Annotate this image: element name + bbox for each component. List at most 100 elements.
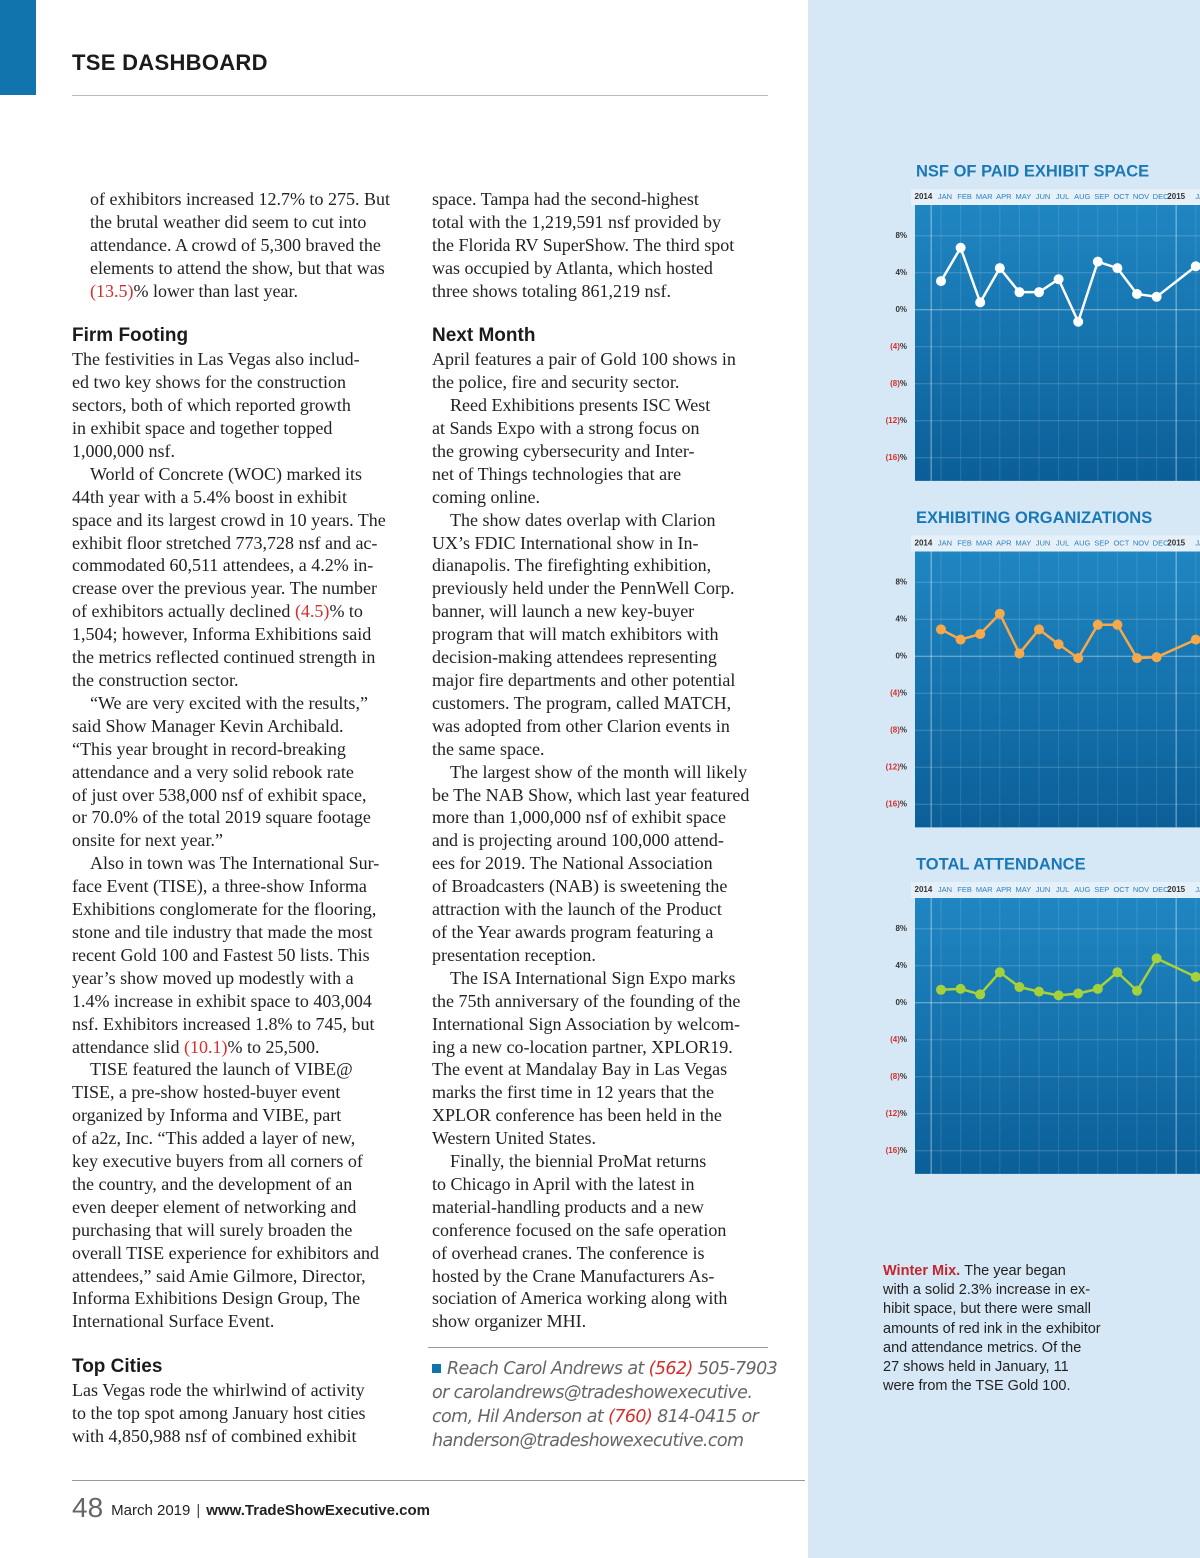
text-line: the police, fire and security sector. xyxy=(432,372,680,393)
x-tick-label: DEC xyxy=(1153,538,1169,547)
bullet xyxy=(432,1364,441,1373)
contact: Reach Carol Andrews at (562) 505-7903 or … xyxy=(432,1357,778,1453)
text-line: World of Concrete (WOC) marked its xyxy=(90,463,362,484)
text-line: Finally, the biennial ProMat returns xyxy=(450,1151,707,1172)
text-line: was adopted from other Clarion events in xyxy=(432,715,730,736)
text-line: coming online. xyxy=(432,486,540,507)
website: www.TradeShowExecutive.com xyxy=(206,1502,430,1519)
data-point xyxy=(1073,988,1084,999)
section-heading: Top Cities xyxy=(72,1356,163,1378)
data-point xyxy=(975,989,986,1000)
text-line: The largest show of the month will likel… xyxy=(450,761,748,782)
x-tick-label: AUG xyxy=(1074,885,1090,894)
text-line: decision-making attendees representing xyxy=(432,647,717,668)
text-line: said Show Manager Kevin Archibald. xyxy=(72,715,344,736)
text-line: the growing cybersecurity and Inter- xyxy=(432,440,695,461)
footer: 48 March 2019 | www.TradeShowExecutive.com xyxy=(72,1492,430,1524)
text-line: TISE, a pre-show hosted-buyer event xyxy=(72,1082,341,1103)
text-line: elements to attend the show, but that wa… xyxy=(90,257,385,278)
text-line: the same space. xyxy=(432,738,545,759)
text-line: space. Tampa had the second-highest xyxy=(432,189,699,209)
x-tick-label: JUL xyxy=(1056,192,1069,201)
text-line: or 70.0% of the total 2019 square footag… xyxy=(72,807,371,828)
text-line: of the Year awards program featuring a xyxy=(432,921,714,942)
issue-date: March 2019 xyxy=(111,1502,191,1519)
caption-text: hibit space, but there were small xyxy=(883,1301,1091,1318)
text-line: crease over the previous year. The numbe… xyxy=(72,578,378,599)
text-line: sectors, both of which reported growth xyxy=(72,395,351,416)
page-number: 48 xyxy=(72,1492,104,1523)
text-line: 1.4% increase in exhibit space to 403,00… xyxy=(72,990,372,1011)
right-column: space. Tampa had the second-highest total… xyxy=(432,188,777,1333)
data-point xyxy=(1034,287,1044,298)
text-line: “We are very excited with the results,” xyxy=(90,692,368,713)
caption-lead: Winter Mix. xyxy=(883,1263,961,1279)
text-line: be The NAB Show, which last year feature… xyxy=(432,784,750,805)
section-heading: Next Month xyxy=(432,325,536,347)
text-line: show organizer MHI. xyxy=(432,1311,587,1332)
x-tick-label: JUL xyxy=(1056,538,1069,547)
text-line: Western United States. xyxy=(432,1128,597,1149)
data-point xyxy=(1151,953,1162,964)
x-tick-label: AUG xyxy=(1074,192,1090,201)
text-line: in exhibit space and together topped xyxy=(72,418,333,439)
text-line: International Sign Association by welcom… xyxy=(432,1013,740,1034)
data-point xyxy=(1092,983,1103,994)
data-point xyxy=(1014,982,1025,993)
caption-line: and attendance metrics. Of the xyxy=(883,1339,1101,1358)
caption-text: were from the TSE Gold 100. xyxy=(883,1378,1071,1395)
text-line: Las Vegas rode the whirlwind of activity xyxy=(72,1380,365,1401)
x-tick-label: APR xyxy=(996,885,1012,894)
text-line: the 75th anniversary of the founding of … xyxy=(432,990,741,1011)
text-line: Exhibitions conglomerate for the floorin… xyxy=(72,899,377,920)
x-tick-label: SEP xyxy=(1094,885,1109,894)
text-line: of overhead cranes. The conference is xyxy=(432,1242,705,1263)
text-line: to Chicago in April with the latest in xyxy=(432,1173,695,1194)
text-line: sociation of America working along with xyxy=(432,1288,728,1309)
text-line: Reed Exhibitions presents ISC West xyxy=(450,395,711,416)
data-point xyxy=(1053,990,1064,1001)
text-line: purchasing that will surely broaden the xyxy=(72,1219,353,1240)
x-tick-label: JA xyxy=(1195,538,1200,547)
year-label: 2015 xyxy=(1167,192,1185,201)
x-tick-label: OCT xyxy=(1113,885,1129,894)
text-line: ed two key shows for the construction xyxy=(72,372,346,393)
data-point xyxy=(1053,274,1064,285)
data-point xyxy=(1112,619,1123,630)
x-tick-label: APR xyxy=(996,192,1012,201)
y-tick-label: (12)% xyxy=(886,762,907,771)
text-line: at Sands Expo with a strong focus on xyxy=(432,418,700,439)
text-line: commodated 60,511 attendees, a 4.2% in- xyxy=(72,555,374,576)
data-point xyxy=(936,624,946,635)
caption-line: 27 shows held in January, 11 xyxy=(883,1358,1101,1377)
x-tick-label: OCT xyxy=(1113,192,1129,201)
text-line: attendance and a very solid rebook rate xyxy=(72,761,354,782)
plot-area xyxy=(915,898,1200,1174)
y-tick-label: (12)% xyxy=(886,416,907,425)
x-tick-label: MAY xyxy=(1016,538,1032,547)
data-point xyxy=(1073,316,1084,327)
text-line: net of Things technologies that are xyxy=(432,463,682,484)
text-line: year’s show moved up modestly with a xyxy=(72,967,354,988)
caption-text: amounts of red ink in the exhibitor xyxy=(883,1320,1101,1337)
data-point xyxy=(1132,653,1142,664)
text-line: recent Gold 100 and Fastest 50 lists. Th… xyxy=(72,944,370,965)
text-line: April features a pair of Gold 100 shows … xyxy=(432,349,736,370)
chart-title: TOTAL ATTENDANCE xyxy=(916,855,1086,873)
contact-rule xyxy=(428,1347,768,1348)
footer-rule xyxy=(72,1480,805,1481)
year-label: 2014 xyxy=(915,885,933,894)
text-line: The show dates overlap with Clarion xyxy=(450,509,716,530)
text-line: hosted by the Crane Manufacturers As- xyxy=(432,1265,715,1286)
caption-line: amounts of red ink in the exhibitor xyxy=(883,1320,1101,1339)
data-point xyxy=(1190,971,1200,982)
data-point xyxy=(1132,289,1142,300)
text-line: to the top spot among January host citie… xyxy=(72,1403,366,1423)
y-tick-label: (4)% xyxy=(890,688,907,697)
x-tick-label: MAR xyxy=(976,538,993,547)
x-tick-label: FEB xyxy=(957,192,972,201)
charts: NSF OF PAID EXHIBIT SPACE 2014 2015 JAN FEB M… xyxy=(886,162,1200,1174)
text-line: more than 1,000,000 nsf of exhibit space xyxy=(432,807,726,828)
text-line: attendance. A crowd of 5,300 braved the xyxy=(90,234,381,255)
